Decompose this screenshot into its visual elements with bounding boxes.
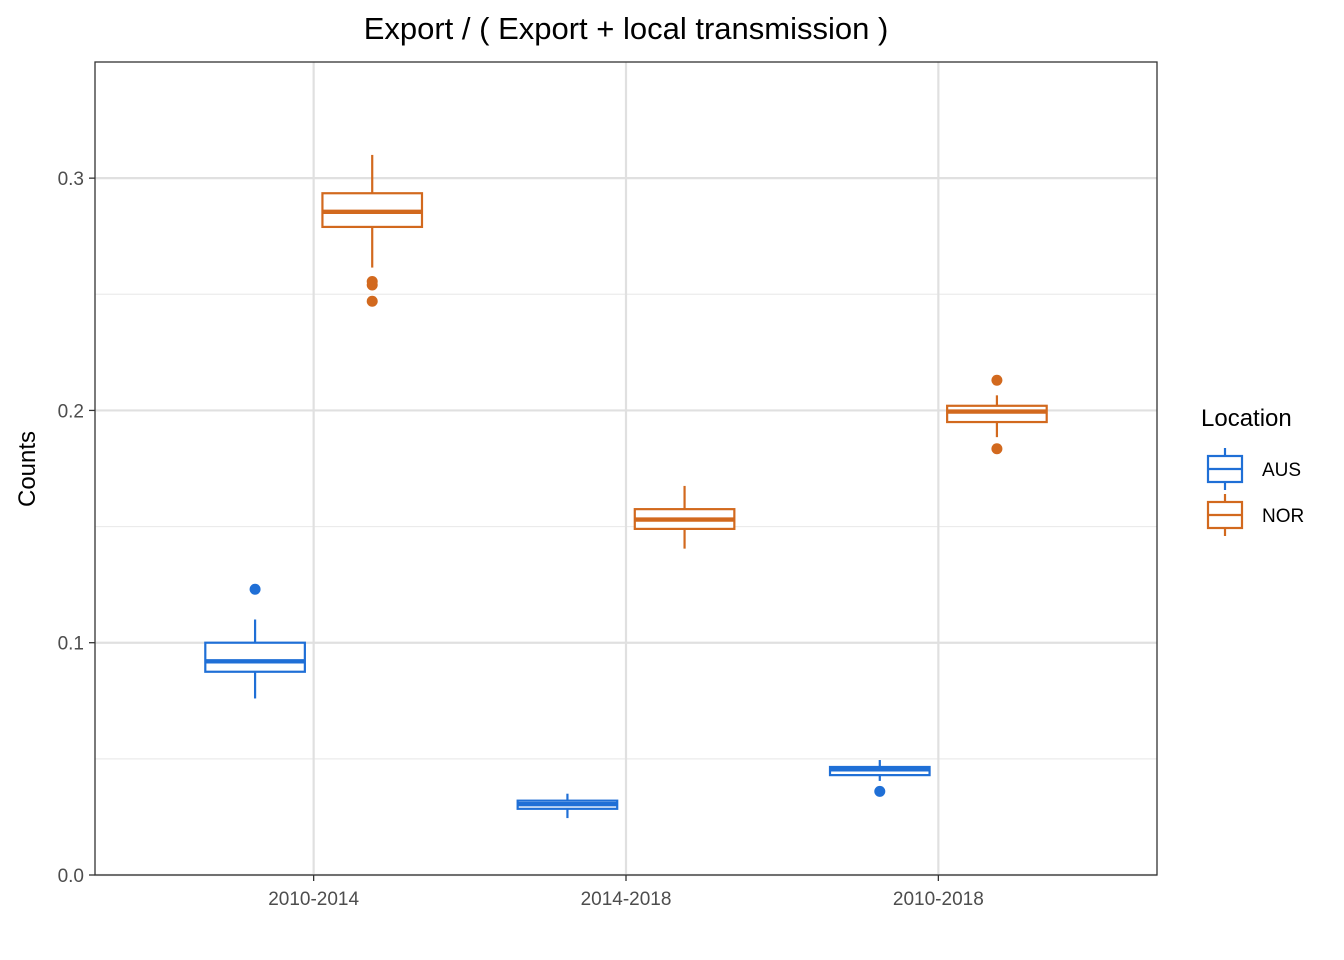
legend-item-nor: NOR: [1206, 494, 1304, 536]
outlier-point: [991, 443, 1003, 455]
x-tick-label: 2010-2018: [893, 889, 984, 910]
grid: [95, 62, 1157, 877]
x-axis: 2010-2014 2014-2018 2010-2018: [268, 875, 984, 910]
outlier-point: [249, 583, 261, 595]
x-tick-label: 2010-2014: [268, 889, 359, 910]
chart-title: Export / ( Export + local transmission ): [364, 11, 889, 46]
boxes: [204, 154, 1048, 819]
legend-title: Location: [1201, 405, 1292, 432]
y-tick-label: 0.3: [58, 169, 84, 190]
legend-label: AUS: [1262, 460, 1301, 481]
y-tick-label: 0.0: [58, 866, 84, 887]
y-axis-title: Counts: [14, 431, 41, 507]
box-nor: [633, 485, 736, 549]
legend-item-aus: AUS: [1206, 448, 1301, 490]
y-tick-label: 0.1: [58, 634, 84, 655]
outlier-point: [366, 276, 378, 288]
outlier-point: [366, 295, 378, 307]
box-aus: [204, 583, 306, 699]
box-nor: [946, 374, 1048, 455]
y-tick-label: 0.2: [58, 401, 84, 422]
legend: Location AUS NOR: [1201, 405, 1304, 536]
box-iqr: [204, 641, 306, 673]
box-aus: [516, 793, 619, 819]
outlier-point: [874, 785, 886, 797]
x-tick-label: 2014-2018: [581, 889, 672, 910]
y-axis: 0.0 0.1 0.2 0.3: [58, 169, 95, 887]
box-iqr: [946, 404, 1048, 424]
legend-label: NOR: [1262, 506, 1304, 527]
box-nor: [321, 154, 424, 307]
outlier-point: [991, 374, 1003, 386]
box-aus: [828, 760, 931, 797]
